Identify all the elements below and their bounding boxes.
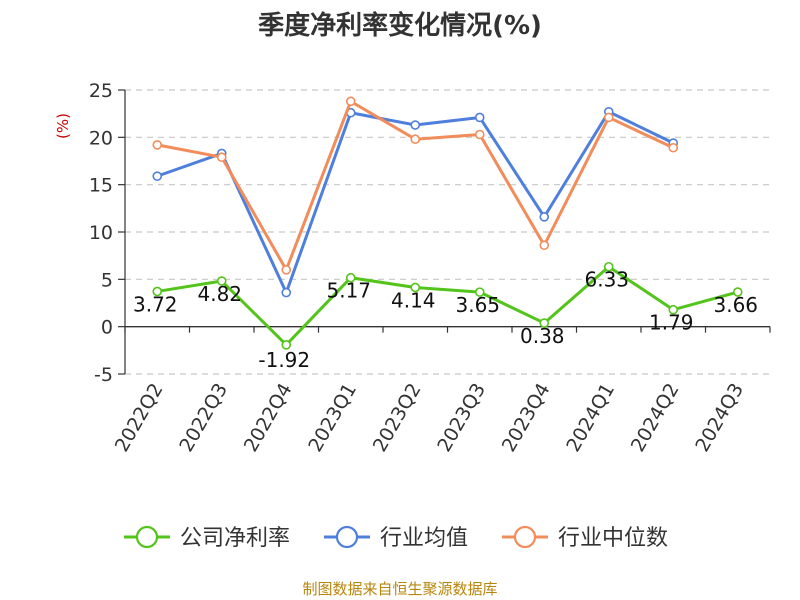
data-point: [152, 286, 163, 297]
data-point: [410, 134, 421, 145]
data-point: [474, 287, 485, 297]
x-tick-label: 2022Q2: [111, 380, 168, 456]
data-point: [668, 304, 679, 315]
y-tick-label: 10: [89, 222, 113, 244]
data-point: [539, 240, 550, 251]
data-point: [539, 318, 550, 328]
legend: 公司净利率 行业均值 行业中位数: [124, 525, 668, 551]
data-point: [216, 152, 227, 163]
y-tick-label: 20: [89, 127, 113, 149]
legend-item: 行业中位数: [502, 525, 668, 551]
x-tick-label: 2022Q3: [175, 380, 232, 456]
data-point: [539, 212, 550, 222]
data-point: [603, 261, 614, 272]
data-label: 4.82: [197, 282, 242, 306]
data-label: 3.66: [713, 293, 758, 317]
x-tick-label: 2023Q3: [433, 380, 490, 456]
y-axis-unit: (%): [54, 113, 72, 139]
data-label: 0.38: [520, 324, 565, 348]
data-point: [668, 142, 679, 153]
series-line: [157, 265, 739, 347]
y-tick-label: -5: [94, 364, 113, 386]
data-point: [216, 276, 227, 286]
data-point: [281, 340, 292, 350]
legend-item: 公司净利率: [124, 525, 290, 551]
data-point: [345, 272, 356, 283]
x-tick-label: 2023Q1: [304, 380, 361, 456]
data-label: 3.72: [133, 292, 178, 316]
chart-title: 季度净利率变化情况(%): [258, 10, 542, 41]
data-point: [603, 112, 614, 123]
x-tick-label: 2024Q3: [691, 380, 748, 456]
data-label: 5.17: [326, 279, 371, 303]
y-tick-label: 5: [101, 269, 113, 291]
legend-label: 行业中位数: [558, 526, 668, 551]
legend-item: 行业均值: [324, 525, 468, 551]
x-tick-label: 2023Q4: [498, 380, 555, 456]
source-note: 制图数据来自恒生聚源数据库: [302, 580, 497, 598]
data-labels: 3.72 4.82 -1.92 5.17 4.14 3.65 0.38 6.33 1.79 3.6…: [133, 268, 758, 372]
y-tick-label: 0: [101, 317, 113, 339]
data-point: [152, 140, 163, 150]
y-tick-label: 15: [89, 175, 113, 197]
x-tick-label: 2024Q1: [562, 380, 619, 456]
data-point: [474, 129, 485, 140]
data-point: [345, 96, 356, 107]
legend-marker: [335, 525, 359, 549]
data-label: 6.33: [584, 268, 629, 292]
x-tick-label: 2022Q4: [240, 380, 297, 456]
data-label: 4.14: [391, 288, 436, 312]
legend-label: 公司净利率: [180, 526, 290, 551]
legend-label: 行业均值: [380, 526, 468, 551]
data-point: [732, 287, 743, 297]
legend-marker: [135, 525, 159, 549]
data-point: [410, 282, 421, 293]
legend-marker: [513, 525, 537, 549]
data-label: -1.92: [258, 348, 310, 372]
data-point: [152, 171, 163, 181]
y-tick-label: 25: [89, 80, 113, 102]
x-tick-label: 2024Q2: [627, 380, 684, 456]
data-point: [474, 112, 485, 123]
data-point: [410, 120, 421, 130]
x-tick-label: 2023Q2: [369, 380, 426, 456]
data-point: [281, 287, 292, 298]
data-label: 3.65: [455, 293, 500, 317]
data-point: [281, 265, 292, 275]
data-label: 1.79: [649, 311, 694, 335]
series-group: [152, 96, 743, 350]
